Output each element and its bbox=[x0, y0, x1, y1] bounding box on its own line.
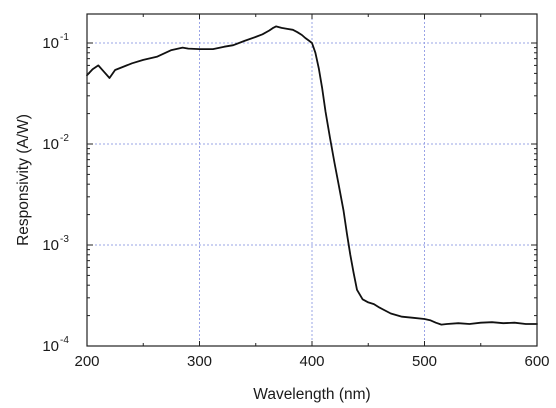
y-tick-label: 10 bbox=[42, 237, 59, 254]
x-tick-label: 200 bbox=[74, 353, 99, 370]
data-series bbox=[86, 25, 538, 326]
responsivity-line bbox=[86, 25, 538, 326]
y-tick-exponent: -4 bbox=[60, 335, 69, 346]
x-tick-label: 600 bbox=[524, 353, 549, 370]
y-tick-exponent: -2 bbox=[60, 133, 69, 144]
y-tick-label: 10 bbox=[42, 136, 59, 153]
y-axis-label: Responsivity (A/W) bbox=[15, 114, 32, 246]
x-tick-label: 400 bbox=[299, 353, 324, 370]
y-tick-label: 10 bbox=[42, 35, 59, 52]
y-tick-exponent: -1 bbox=[60, 32, 69, 43]
y-tick-label: 10 bbox=[42, 338, 59, 355]
x-axis-label: Wavelength (nm) bbox=[253, 386, 370, 403]
y-tick-exponent: -3 bbox=[60, 234, 69, 245]
x-tick-label: 500 bbox=[412, 353, 437, 370]
x-tick-label: 300 bbox=[187, 353, 212, 370]
